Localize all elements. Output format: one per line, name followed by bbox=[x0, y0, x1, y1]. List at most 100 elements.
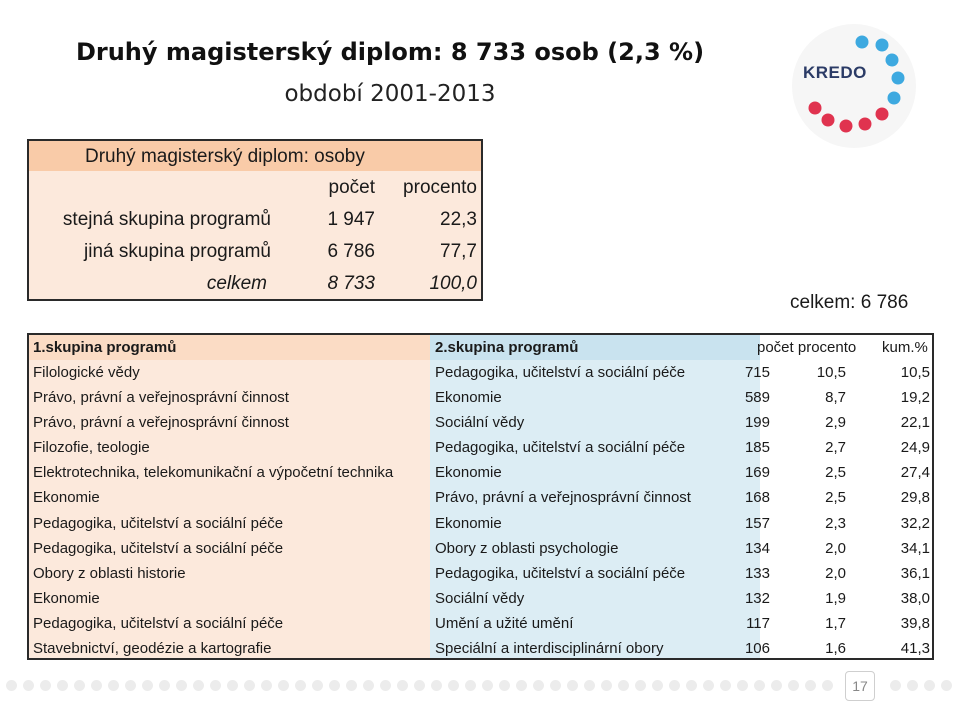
summary-table: Druhý magisterský diplom: osoby počet pr… bbox=[27, 139, 483, 301]
cell-group2: Sociální vědy bbox=[435, 589, 525, 607]
footer-dot bbox=[23, 680, 34, 691]
header-group2-bg bbox=[430, 335, 760, 360]
footer-dot bbox=[91, 680, 102, 691]
cell-percent: 2,5 bbox=[825, 489, 846, 507]
cell-group1: Stavebnictví, geodézie a kartografie bbox=[33, 640, 272, 658]
footer-dot bbox=[805, 680, 816, 691]
logo-dot bbox=[875, 107, 889, 121]
logo-dot bbox=[891, 71, 905, 85]
summary-total-label: celkem bbox=[206, 273, 267, 294]
footer-dot bbox=[108, 680, 119, 691]
header-count-percent: počet procento bbox=[757, 339, 856, 356]
header-cum: kum.% bbox=[882, 339, 928, 356]
footer-dot bbox=[482, 680, 493, 691]
cell-percent: 2,0 bbox=[825, 564, 846, 582]
footer-dot bbox=[754, 680, 765, 691]
footer-dot bbox=[193, 680, 204, 691]
footer-dot bbox=[686, 680, 697, 691]
logo-text: KREDO bbox=[803, 63, 867, 82]
header-values-bg bbox=[760, 335, 932, 360]
footer-dot bbox=[74, 680, 85, 691]
logo-dot bbox=[808, 101, 822, 115]
column-group1-bg bbox=[29, 335, 430, 658]
cell-cum: 22,1 bbox=[900, 414, 930, 432]
cell-group1: Filozofie, teologie bbox=[33, 439, 150, 457]
summary-heading-row: Druhý magisterský diplom: osoby bbox=[29, 141, 481, 171]
cell-group1: Pedagogika, učitelství a sociální péče bbox=[33, 614, 284, 632]
cell-cum: 24,9 bbox=[900, 439, 930, 457]
header-group1: 1.skupina programů bbox=[33, 339, 177, 356]
footer-dot bbox=[397, 680, 408, 691]
cell-cum: 27,4 bbox=[900, 464, 930, 482]
table-row: Právo, právní a veřejnosprávní činnost Ek… bbox=[29, 385, 932, 410]
footer-dot bbox=[669, 680, 680, 691]
detail-table: 1.skupina programů 2.skupina programů po… bbox=[27, 333, 934, 660]
cell-cum: 38,0 bbox=[900, 589, 930, 607]
summary-row-percent: 22,3 bbox=[440, 209, 477, 230]
summary-row-count: 1 947 bbox=[327, 209, 375, 230]
footer-dot bbox=[822, 680, 833, 691]
footer-dot bbox=[448, 680, 459, 691]
summary-total-row: celkem 8 733 100,0 bbox=[29, 269, 481, 301]
cell-group1: Ekonomie bbox=[33, 489, 100, 507]
footer-dot bbox=[601, 680, 612, 691]
cell-percent: 10,5 bbox=[816, 364, 846, 381]
footer-dot bbox=[125, 680, 136, 691]
detail-rows: Filologické vědy Pedagogika, učitelství a… bbox=[29, 360, 932, 661]
footer-dot bbox=[584, 680, 595, 691]
table-row: Ekonomie Právo, právní a veřejnosprávní č… bbox=[29, 485, 932, 510]
cell-cum: 32,2 bbox=[900, 514, 930, 532]
footer-dot bbox=[6, 680, 17, 691]
footer-dot bbox=[788, 680, 799, 691]
footer-dot bbox=[261, 680, 272, 691]
footer-dot bbox=[431, 680, 442, 691]
footer-dot bbox=[635, 680, 646, 691]
cell-count: 132 bbox=[744, 589, 770, 607]
header-group2: 2.skupina programů bbox=[435, 339, 579, 356]
cell-count: 168 bbox=[744, 489, 770, 507]
cell-group2: Pedagogika, učitelství a sociální péče bbox=[435, 364, 686, 381]
footer-dots-decoration bbox=[0, 680, 960, 694]
cell-percent: 1,7 bbox=[825, 614, 846, 632]
cell-group2: Ekonomie bbox=[435, 514, 502, 532]
footer-dot bbox=[414, 680, 425, 691]
summary-body: počet procento stejná skupina programů 1… bbox=[29, 171, 481, 299]
footer-dot bbox=[346, 680, 357, 691]
cell-percent: 1,9 bbox=[825, 589, 846, 607]
logo-dots-ring bbox=[808, 35, 905, 133]
cell-group2: Právo, právní a veřejnosprávní činnost bbox=[435, 489, 691, 507]
column-group2-bg bbox=[430, 335, 760, 658]
logo-dot bbox=[855, 35, 869, 49]
cell-count: 106 bbox=[744, 640, 770, 658]
cell-count: 133 bbox=[744, 564, 770, 582]
summary-col-header-row: počet procento bbox=[29, 173, 481, 205]
header-count: počet bbox=[757, 339, 794, 356]
footer-dot bbox=[550, 680, 561, 691]
cell-cum: 41,3 bbox=[900, 640, 930, 658]
table-row: Ekonomie Sociální vědy 132 1,9 38,0 bbox=[29, 586, 932, 611]
summary-row-label: stejná skupina programů bbox=[62, 209, 271, 230]
summary-heading: Druhý magisterský diplom: osoby bbox=[85, 146, 365, 167]
summary-row-label: jiná skupina programů bbox=[84, 241, 271, 262]
table-row: Filologické vědy Pedagogika, učitelství a… bbox=[29, 360, 932, 385]
cell-cum: 36,1 bbox=[900, 564, 930, 582]
cell-count: 134 bbox=[744, 539, 770, 557]
cell-group1: Pedagogika, učitelství a sociální péče bbox=[33, 514, 284, 532]
cell-group2: Umění a užité umění bbox=[435, 614, 574, 632]
footer-dot bbox=[227, 680, 238, 691]
table-row: Obory z oblasti historie Pedagogika, učit… bbox=[29, 561, 932, 586]
footer-dot bbox=[703, 680, 714, 691]
cell-group1: Pedagogika, učitelství a sociální péče bbox=[33, 539, 284, 557]
summary-total-count: 8 733 bbox=[327, 273, 375, 294]
cell-count: 185 bbox=[744, 439, 770, 457]
cell-group2: Pedagogika, učitelství a sociální péče bbox=[435, 564, 686, 582]
footer-dot bbox=[516, 680, 527, 691]
footer-dot bbox=[771, 680, 782, 691]
summary-col-percent: procento bbox=[403, 177, 477, 198]
cell-group2: Ekonomie bbox=[435, 389, 502, 407]
table-row: Pedagogika, učitelství a sociální péče Ek… bbox=[29, 511, 932, 536]
table-row: Pedagogika, učitelství a sociální péče Um… bbox=[29, 611, 932, 636]
cell-percent: 2,5 bbox=[825, 464, 846, 482]
footer-dot bbox=[278, 680, 289, 691]
summary-col-count: počet bbox=[328, 177, 375, 198]
